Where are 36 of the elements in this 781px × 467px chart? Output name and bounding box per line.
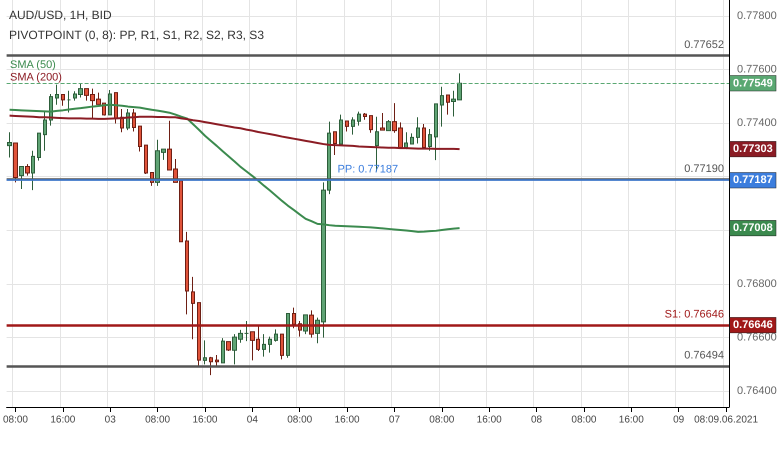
text: AUD/USD, 1H, BID bbox=[9, 8, 112, 22]
ref-line-label: PP: 0.77187 bbox=[338, 164, 398, 176]
ref-line-label: 0.76494 bbox=[684, 349, 724, 362]
ref-line-label: 0.77190 bbox=[684, 162, 724, 175]
y-tick-label: 0.77400 bbox=[737, 117, 777, 130]
y-tick-label: 0.77800 bbox=[737, 10, 777, 22]
text: 0.77008 bbox=[733, 222, 773, 234]
text: 0.76646 bbox=[733, 319, 773, 332]
text: SMA (50) bbox=[10, 59, 56, 71]
y-tick-label: 0.76800 bbox=[737, 278, 777, 290]
x-tick-label: 16:00 bbox=[50, 414, 76, 426]
ref-line-label: S1: 0.76646 bbox=[664, 308, 724, 321]
text: PIVOTPOINT (0, 8): PP, R1, S1, R2, S2, R3, S3 bbox=[9, 28, 264, 42]
x-tick-label: 09 bbox=[673, 414, 685, 426]
x-tick-label: 07 bbox=[388, 414, 400, 426]
y-tick-label: 0.76400 bbox=[737, 384, 777, 397]
text: 0.77187 bbox=[733, 174, 773, 186]
x-tick-label: 16:00 bbox=[618, 414, 644, 426]
x-tick-label: 08 bbox=[530, 414, 543, 426]
x-tick-label: 08:00 bbox=[429, 414, 455, 426]
x-tick-label: 16:00 bbox=[334, 414, 360, 426]
x-tick-label: 08:00 bbox=[2, 414, 28, 426]
x-tick-label: 08:00 bbox=[571, 414, 597, 426]
ref-line-label: 0.77652 bbox=[684, 39, 724, 52]
x-tick-label: 08:00 bbox=[287, 414, 313, 426]
y-tick-label: 0.77600 bbox=[737, 64, 777, 76]
text: 0.77549 bbox=[733, 77, 773, 90]
x-tick-label: 03 bbox=[104, 414, 116, 426]
text: SMA (200) bbox=[10, 72, 62, 84]
text: 0.77303 bbox=[733, 143, 773, 156]
y-tick-label: 0.76600 bbox=[737, 331, 777, 344]
x-tick-label: 16:00 bbox=[476, 414, 502, 426]
x-tick-label: 04 bbox=[246, 414, 258, 426]
x-tick-label: 16:00 bbox=[192, 414, 218, 426]
x-tick-label: 08:09.06.2021 bbox=[694, 414, 758, 426]
x-tick-label: 08:00 bbox=[145, 414, 171, 426]
